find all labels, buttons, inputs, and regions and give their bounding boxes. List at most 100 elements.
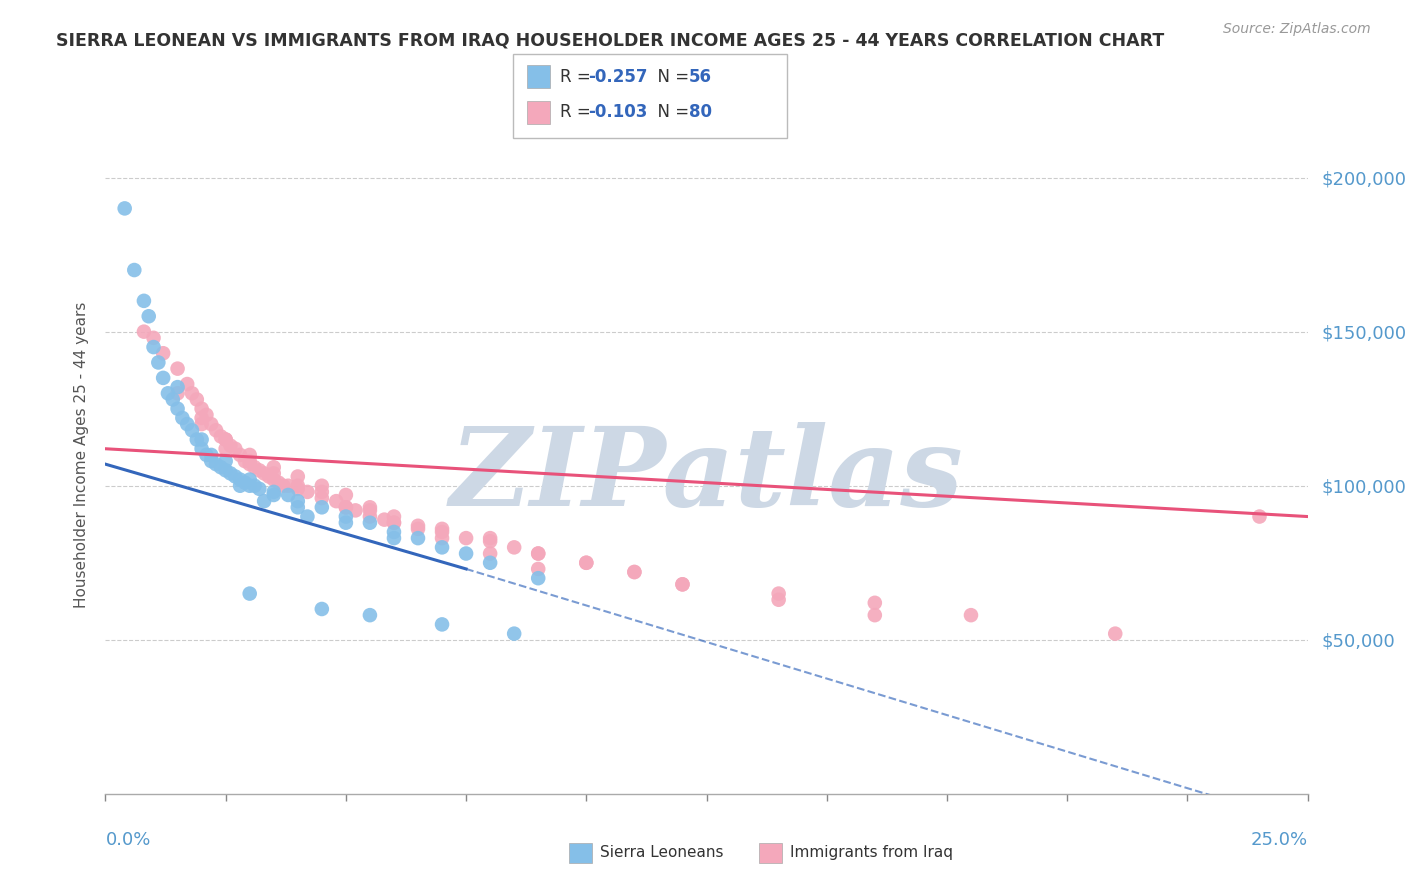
Point bbox=[219, 439, 242, 453]
Text: Immigrants from Iraq: Immigrants from Iraq bbox=[790, 846, 953, 860]
Point bbox=[287, 494, 309, 508]
Text: 0.0%: 0.0% bbox=[105, 831, 150, 849]
Point bbox=[200, 454, 222, 468]
Point bbox=[382, 516, 405, 530]
Point bbox=[273, 479, 295, 493]
Point bbox=[479, 531, 502, 545]
Point bbox=[287, 469, 309, 483]
Point bbox=[575, 556, 598, 570]
Point bbox=[176, 377, 198, 392]
Point bbox=[406, 531, 429, 545]
Point bbox=[172, 411, 194, 425]
Point bbox=[176, 417, 198, 431]
Point bbox=[181, 386, 204, 401]
Point bbox=[247, 463, 270, 477]
Point bbox=[335, 500, 357, 515]
Point bbox=[863, 596, 886, 610]
Point bbox=[1104, 626, 1126, 640]
Point bbox=[214, 454, 236, 468]
Y-axis label: Householder Income Ages 25 - 44 years: Householder Income Ages 25 - 44 years bbox=[75, 301, 90, 608]
Point bbox=[297, 484, 319, 499]
Text: 25.0%: 25.0% bbox=[1250, 831, 1308, 849]
Text: 56: 56 bbox=[689, 68, 711, 86]
Point bbox=[239, 586, 262, 600]
Point bbox=[263, 460, 285, 475]
Point bbox=[166, 386, 188, 401]
Text: -0.103: -0.103 bbox=[588, 103, 647, 121]
Point bbox=[229, 448, 252, 462]
Point bbox=[142, 331, 165, 345]
Point bbox=[233, 454, 256, 468]
Point bbox=[219, 467, 242, 481]
Point bbox=[382, 516, 405, 530]
Point bbox=[156, 386, 179, 401]
Point bbox=[142, 340, 165, 354]
Point bbox=[503, 541, 526, 555]
Point bbox=[287, 500, 309, 515]
Point bbox=[195, 448, 218, 462]
Point bbox=[152, 371, 174, 385]
Point bbox=[960, 608, 983, 623]
Point bbox=[166, 380, 188, 394]
Point bbox=[430, 617, 453, 632]
Point bbox=[186, 433, 208, 447]
Point bbox=[430, 541, 453, 555]
Point bbox=[287, 482, 309, 496]
Point bbox=[166, 401, 188, 416]
Point bbox=[200, 417, 222, 431]
Text: 80: 80 bbox=[689, 103, 711, 121]
Point bbox=[253, 494, 276, 508]
Point bbox=[479, 534, 502, 549]
Point bbox=[277, 488, 299, 502]
Point bbox=[430, 522, 453, 536]
Point bbox=[359, 608, 381, 623]
Point bbox=[229, 479, 252, 493]
Point bbox=[209, 460, 232, 475]
Point bbox=[430, 531, 453, 545]
Point bbox=[311, 602, 333, 616]
Point bbox=[152, 346, 174, 360]
Point bbox=[311, 491, 333, 505]
Point bbox=[186, 392, 208, 407]
Point bbox=[239, 454, 262, 468]
Point bbox=[359, 509, 381, 524]
Text: N =: N = bbox=[647, 68, 695, 86]
Point bbox=[224, 442, 246, 456]
Point bbox=[671, 577, 693, 591]
Point bbox=[503, 626, 526, 640]
Point bbox=[454, 547, 477, 561]
Point bbox=[138, 310, 160, 324]
Point bbox=[229, 473, 252, 487]
Point bbox=[527, 547, 550, 561]
Point bbox=[479, 556, 502, 570]
Point bbox=[382, 531, 405, 545]
Point bbox=[454, 531, 477, 545]
Point bbox=[311, 484, 333, 499]
Point bbox=[239, 473, 262, 487]
Point bbox=[479, 547, 502, 561]
Point bbox=[190, 442, 212, 456]
Text: Sierra Leoneans: Sierra Leoneans bbox=[600, 846, 724, 860]
Text: R =: R = bbox=[560, 68, 596, 86]
Point bbox=[768, 586, 790, 600]
Point bbox=[406, 522, 429, 536]
Point bbox=[344, 503, 367, 517]
Point bbox=[623, 565, 645, 579]
Point bbox=[233, 475, 256, 490]
Point bbox=[205, 457, 228, 471]
Point bbox=[277, 479, 299, 493]
Point bbox=[243, 479, 266, 493]
Text: Source: ZipAtlas.com: Source: ZipAtlas.com bbox=[1223, 22, 1371, 37]
Point bbox=[359, 516, 381, 530]
Point bbox=[263, 467, 285, 481]
Point bbox=[247, 482, 270, 496]
Point bbox=[863, 608, 886, 623]
Point bbox=[406, 518, 429, 533]
Text: R =: R = bbox=[560, 103, 596, 121]
Text: SIERRA LEONEAN VS IMMIGRANTS FROM IRAQ HOUSEHOLDER INCOME AGES 25 - 44 YEARS COR: SIERRA LEONEAN VS IMMIGRANTS FROM IRAQ H… bbox=[56, 31, 1164, 49]
Point bbox=[195, 408, 218, 422]
Point bbox=[257, 469, 280, 483]
Point bbox=[114, 202, 136, 216]
Point bbox=[359, 503, 381, 517]
Point bbox=[181, 423, 204, 437]
